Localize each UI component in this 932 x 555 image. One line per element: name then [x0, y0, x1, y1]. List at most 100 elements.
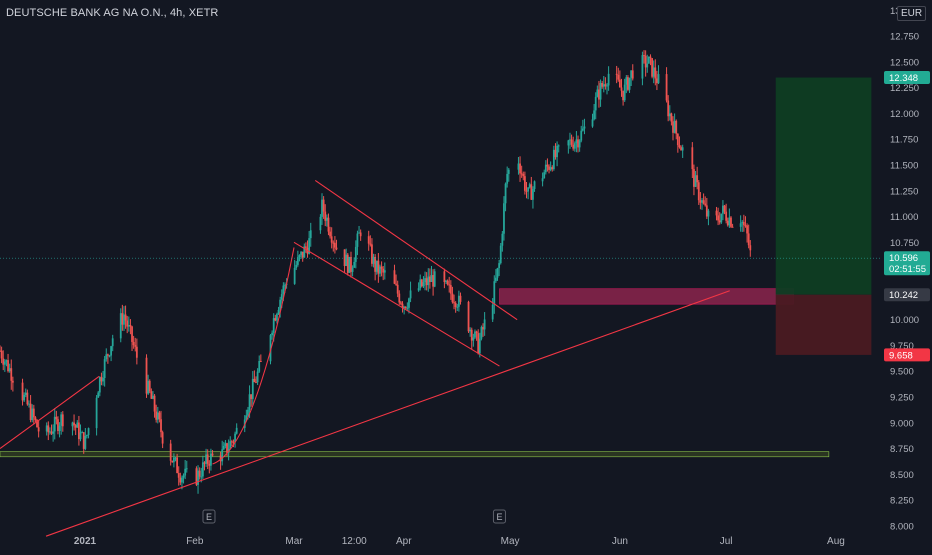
candle-body-147 — [329, 231, 331, 237]
candle-body-9 — [21, 382, 24, 401]
candle-body-257 — [577, 139, 579, 148]
candle-body-238 — [532, 188, 534, 200]
candle-body-179 — [401, 303, 404, 309]
time-tick-label-1: Feb — [186, 536, 204, 547]
candle-body-109 — [245, 415, 248, 420]
candle-body-150 — [333, 242, 336, 248]
candle-body-125 — [279, 299, 282, 310]
price-tick-label-11: 10.750 — [890, 238, 919, 249]
candle-body-277 — [622, 90, 624, 101]
candle-body-166 — [372, 256, 375, 264]
candle-body-96 — [211, 453, 214, 456]
price-tick-label-17: 12.250 — [890, 83, 919, 94]
candle-body-126 — [280, 294, 283, 300]
candle-body-91 — [203, 462, 206, 464]
candle-body-204 — [456, 306, 459, 308]
candle-body-325 — [728, 217, 731, 226]
candle-body-92 — [205, 454, 207, 464]
candle-body-85 — [185, 468, 188, 470]
price-tick-label-0: 8.000 — [890, 521, 914, 532]
candle-body-236 — [528, 184, 531, 188]
candle-body-153 — [345, 254, 348, 266]
candle-body-84 — [184, 468, 187, 476]
trendlines-layer — [0, 179, 882, 537]
candle-body-10 — [23, 394, 26, 401]
candles-layer — [0, 50, 752, 494]
candle-body-48 — [105, 354, 108, 360]
candle-body-270 — [604, 84, 607, 87]
candle-body-36 — [79, 432, 82, 440]
candle-body-143 — [322, 199, 325, 212]
candle-body-74 — [161, 432, 164, 444]
candle-body-208 — [469, 329, 472, 332]
candle-body-52 — [111, 338, 114, 347]
candle-body-173 — [383, 270, 386, 273]
candle-body-284 — [641, 55, 644, 79]
symbol-title[interactable]: DEUTSCHE BANK AG NA O.N., 4h, XETR — [6, 7, 219, 19]
candle-body-100 — [224, 443, 227, 447]
price-tick-label-13: 11.250 — [890, 186, 918, 197]
long-term-support — [45, 290, 730, 537]
candle-body-135 — [301, 251, 304, 258]
candle-body-301 — [675, 120, 678, 134]
candle-body-195 — [433, 271, 436, 287]
candle-body-107 — [235, 427, 238, 434]
candle-body-120 — [271, 332, 274, 336]
currency-badge[interactable]: EUR — [897, 6, 927, 21]
candle-body-268 — [601, 83, 604, 87]
candle-body-140 — [309, 230, 312, 239]
candle-body-156 — [350, 256, 352, 272]
candle-body-246 — [551, 167, 554, 170]
zones-layer — [0, 77, 872, 458]
price-tick-label-14: 11.500 — [890, 160, 918, 171]
earnings-marker-1: E — [492, 509, 506, 524]
candle-body-194 — [432, 275, 435, 287]
candle-body-111 — [248, 394, 251, 410]
candle-body-53 — [119, 313, 122, 339]
candle-body-201 — [451, 293, 454, 303]
candle-body-3 — [3, 361, 6, 365]
candle-body-226 — [504, 183, 507, 204]
candle-body-60 — [131, 326, 133, 342]
price-tick-label-1: 8.250 — [890, 496, 914, 507]
candle-body-42 — [95, 397, 98, 429]
candle-body-2 — [2, 358, 5, 365]
candle-body-169 — [377, 260, 380, 274]
candle-body-266 — [598, 89, 600, 100]
candle-body-276 — [620, 87, 623, 91]
candle-body-285 — [643, 55, 645, 57]
candle-body-177 — [398, 293, 401, 303]
candle-body-211 — [474, 331, 476, 338]
candle-body-6 — [8, 368, 11, 372]
candle-body-22 — [49, 431, 51, 433]
candle-body-56 — [124, 314, 127, 321]
candle-body-286 — [644, 55, 647, 68]
candle-body-61 — [132, 341, 135, 346]
candle-body-205 — [457, 295, 460, 307]
candle-body-175 — [395, 283, 397, 285]
price-tick-label-16: 12.000 — [890, 109, 919, 120]
candle-body-19 — [37, 427, 40, 432]
candle-body-83 — [182, 475, 185, 478]
candle-body-35 — [77, 422, 80, 440]
candle-body-264 — [594, 96, 597, 111]
candle-body-68 — [152, 395, 154, 399]
candle-body-167 — [374, 256, 377, 272]
candle-body-302 — [676, 133, 679, 146]
time-tick-label-7: Jul — [720, 536, 733, 547]
parabolic-curve — [212, 247, 295, 465]
candle-body-263 — [593, 110, 596, 120]
candle-body-118 — [259, 361, 262, 363]
candle-body-133 — [298, 255, 301, 258]
time-tick-label-4: Apr — [396, 536, 412, 547]
candle-body-281 — [628, 77, 631, 90]
time-axis[interactable]: 2021 Feb Mar 12:00 Apr May Jun Jul Aug — [74, 536, 845, 547]
candle-body-249 — [556, 145, 558, 158]
candle-body-49 — [106, 354, 109, 356]
candle-body-115 — [255, 382, 257, 384]
price-tick-label-8: 10.000 — [890, 315, 919, 326]
price-axis[interactable]: 8.000 8.250 8.500 8.750 9.000 9.250 9.500 9.750… — [884, 0, 932, 550]
candle-body-221 — [496, 268, 499, 278]
